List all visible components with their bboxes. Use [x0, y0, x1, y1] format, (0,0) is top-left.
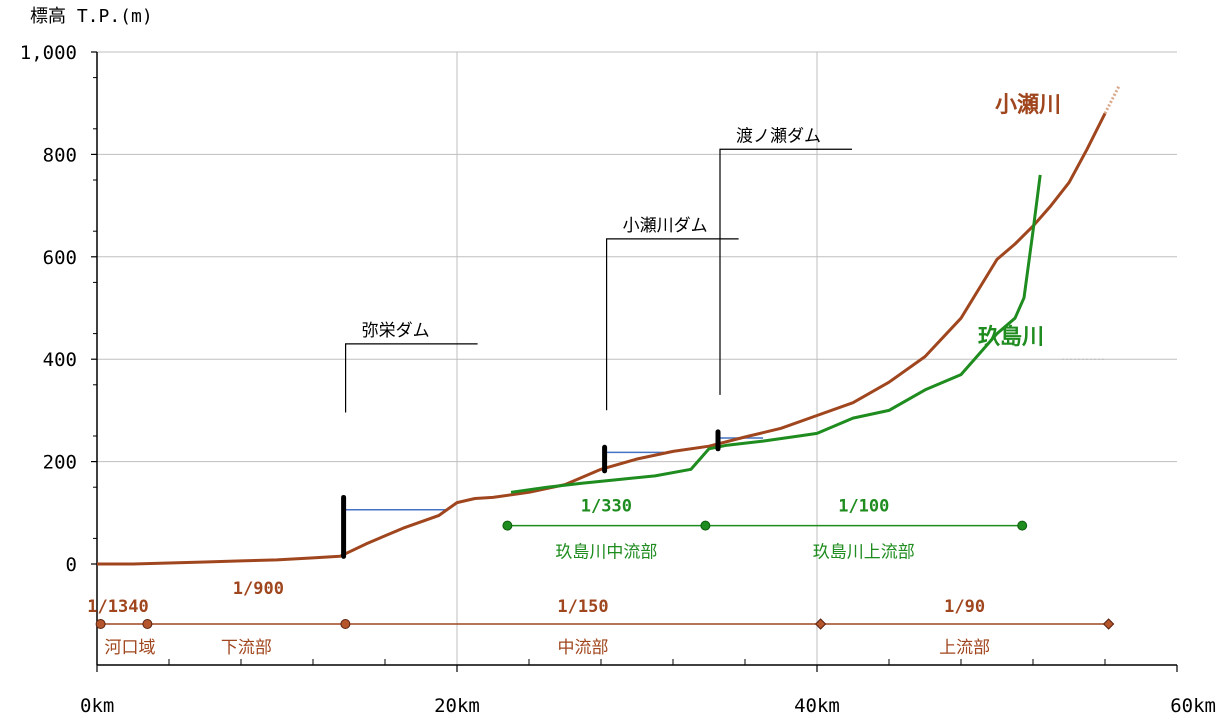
kose-segment-label: 下流部: [221, 638, 272, 658]
kose-gradient-label: 1/150: [557, 597, 608, 617]
kose-segment-point: [95, 619, 106, 629]
kose-segment-point: [1102, 618, 1115, 630]
x-tick-label: 40km: [794, 695, 840, 717]
dam-label: 小瀬川ダム: [623, 216, 708, 236]
dam-label: 弥栄ダム: [362, 321, 430, 341]
dam-leader-line: [719, 148, 852, 395]
axes: [96, 52, 1177, 666]
grid-lines: [91, 51, 1178, 672]
dam-label: 渡ノ瀬ダム: [736, 126, 821, 146]
series-line-kose: [97, 112, 1107, 566]
x-tick-labels: 0km 20km 40km 60km: [80, 695, 1216, 717]
kojima-segment-label: 玖島川中流部: [555, 543, 657, 563]
y-tick-labels: 0 200 400 600 800 1,000: [20, 42, 77, 576]
kose-gradient-label: 1/90: [944, 597, 985, 617]
y-tick-label: 1,000: [20, 42, 77, 64]
y-tick-label: 600: [43, 247, 77, 269]
y-tick-label: 200: [43, 452, 77, 474]
kose-gradient-label: 1/900: [233, 579, 284, 599]
dam-leader-line: [345, 343, 478, 413]
kose-segment-label: 中流部: [558, 638, 609, 658]
kose-segment-point: [340, 619, 351, 629]
series-lines: [97, 84, 1121, 566]
x-tick-label: 20km: [434, 695, 480, 717]
kose-gradient-label: 1/1340: [87, 597, 148, 617]
kojima-segment-point: [1017, 520, 1028, 531]
kose-segment-label: 河口域: [105, 638, 156, 658]
kojima-gradient-label: 1/100: [838, 497, 889, 517]
x-tick-label: 60km: [1170, 695, 1216, 717]
y-tick-label: 800: [43, 144, 77, 166]
y-tick-label: 400: [43, 349, 77, 371]
y-axis-label: 標高 T.P.(m): [30, 6, 153, 27]
dam-leader-line: [605, 238, 739, 411]
series-line-kose-extension: [1103, 84, 1121, 115]
series-label-kose: 小瀬川: [995, 93, 1061, 118]
series-label-kojima: 玖島川: [978, 324, 1044, 350]
x-tick-label: 0km: [80, 695, 114, 717]
kojima-segment-label: 玖島川上流部: [813, 543, 915, 563]
kose-segment-point: [142, 619, 153, 629]
kojima-gradient-label: 1/330: [581, 497, 632, 517]
kose-segment-point: [814, 618, 827, 630]
kojima-segment-point: [502, 520, 513, 531]
dams: 弥栄ダム 小瀬川ダム 渡ノ瀬ダム: [341, 126, 852, 559]
kose-segment-label: 上流部: [939, 638, 990, 658]
y-tick-label: 0: [66, 554, 77, 576]
series-line-kojima: [510, 174, 1042, 494]
kojima-segment-point: [700, 520, 711, 531]
